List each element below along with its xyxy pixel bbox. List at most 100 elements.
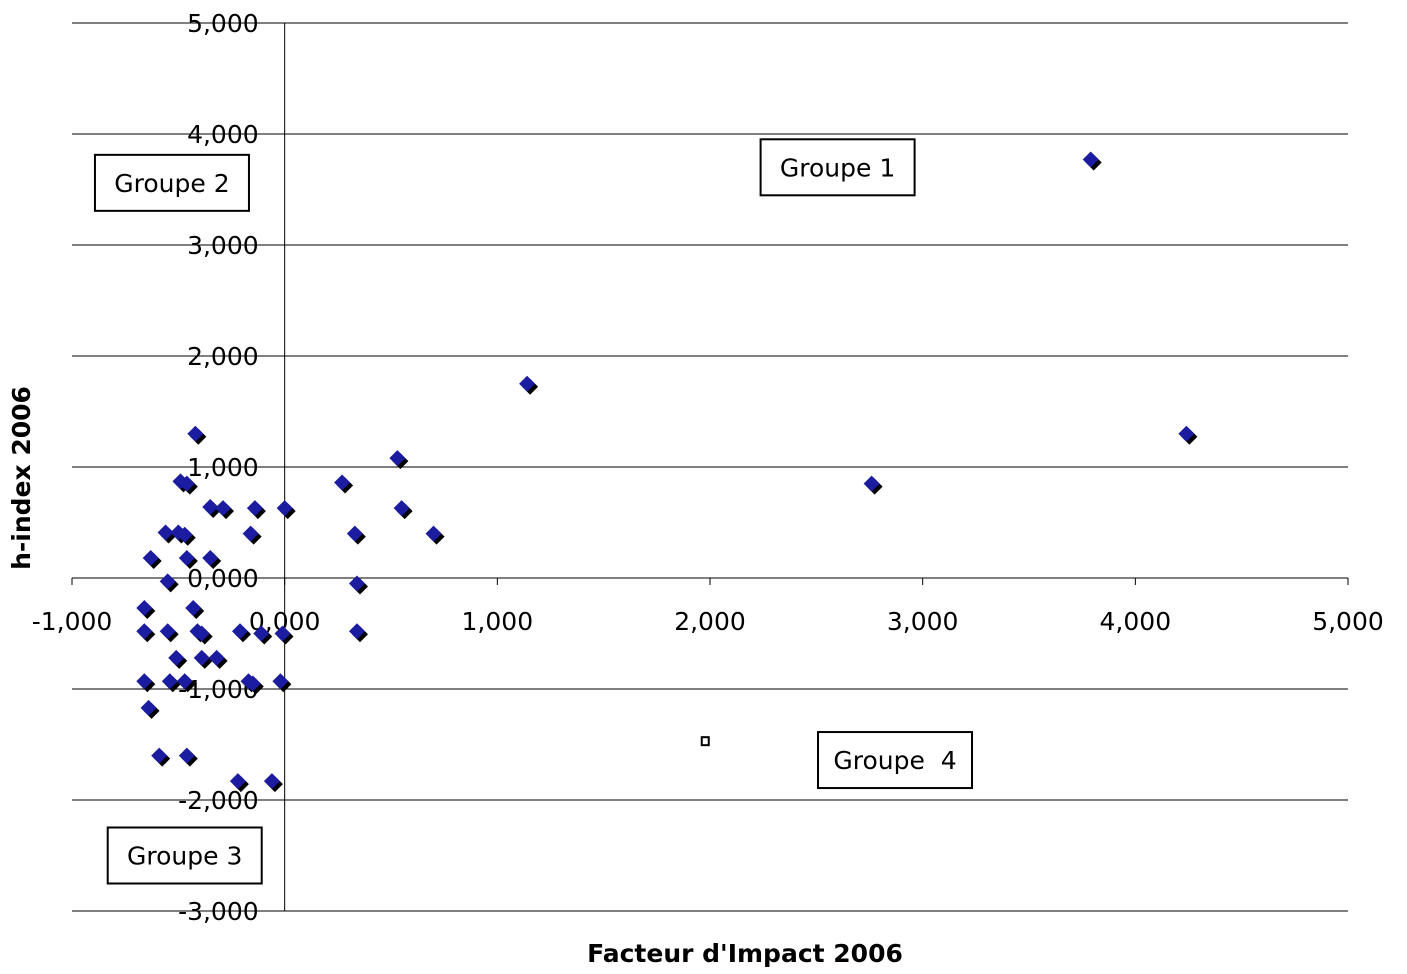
data-point-marker [1178, 425, 1195, 442]
axes [71, 22, 1349, 912]
group-label-box [93, 153, 250, 212]
data-point [276, 500, 296, 520]
data-point-marker [389, 450, 406, 467]
data-point [348, 623, 368, 643]
data-point [1082, 151, 1102, 171]
x-tick-label: -1,000 [32, 607, 113, 636]
x-tick-label: 5,000 [1312, 607, 1384, 636]
data-point [263, 773, 283, 793]
data-point [348, 575, 368, 595]
data-point-marker [348, 575, 365, 592]
group-label-box [817, 731, 974, 790]
data-point [244, 675, 264, 695]
data-point [185, 599, 205, 619]
outlier-point [700, 736, 710, 747]
data-point-marker [178, 747, 195, 764]
data-point [272, 673, 292, 693]
data-point-marker [136, 673, 153, 690]
data-point-marker [140, 699, 157, 716]
data-point-marker [244, 675, 261, 692]
data-point [389, 450, 409, 470]
data-point [214, 500, 234, 520]
x-tick-label: 2,000 [674, 607, 746, 636]
x-tick-label: 3,000 [887, 607, 959, 636]
data-point-marker [274, 625, 291, 642]
data-point-marker [161, 673, 178, 690]
data-point [863, 475, 883, 495]
data-point [142, 550, 162, 570]
data-point [346, 525, 366, 545]
data-point-marker [334, 474, 351, 491]
data-point-marker [242, 525, 259, 542]
data-point-marker [232, 623, 249, 640]
data-point [253, 625, 273, 645]
y-tick-label: 2,000 [187, 342, 259, 371]
data-point-marker [246, 500, 263, 517]
data-point-marker [272, 673, 289, 690]
group-label-text: Groupe 4 [833, 746, 956, 775]
data-point [232, 623, 252, 643]
group-label: Groupe 4 [817, 731, 974, 790]
data-point-marker [159, 623, 176, 640]
group-label: Groupe 1 [759, 138, 916, 197]
data-point [274, 625, 294, 645]
data-point [136, 623, 156, 643]
data-point [178, 475, 198, 495]
data-point-marker [229, 773, 246, 790]
data-point-marker [214, 500, 231, 517]
data-point [208, 649, 228, 669]
data-point-marker [185, 599, 202, 616]
y-tick-label: -2,000 [178, 786, 259, 815]
y-tick-labels: -3,000-2,000-1,0000,0001,0002,0003,0004,… [178, 9, 259, 926]
data-point-marker [159, 573, 176, 590]
data-point [519, 375, 539, 395]
data-point [159, 623, 179, 643]
data-point-marker [176, 673, 193, 690]
y-tick-label: 3,000 [187, 231, 259, 260]
data-point-marker [142, 550, 159, 567]
data-point [136, 673, 156, 693]
data-point-marker [136, 623, 153, 640]
y-tick-label: 0,000 [187, 564, 259, 593]
group-annotations: Groupe 1 Groupe 2 Groupe 3 Groupe 4 [93, 138, 974, 885]
data-point-marker [393, 500, 410, 517]
data-point-marker [276, 500, 293, 517]
group-label-text: Groupe 1 [780, 153, 895, 182]
y-axis-title: h-index 2006 [7, 386, 36, 570]
data-point [334, 474, 354, 494]
data-point [229, 773, 249, 793]
data-point-marker [157, 524, 174, 541]
data-point [168, 649, 188, 669]
data-point [1178, 425, 1198, 445]
data-points [136, 151, 1198, 793]
data-point [246, 500, 266, 520]
data-point-marker [151, 747, 168, 764]
data-point [161, 673, 181, 693]
data-point [136, 599, 156, 619]
data-point [151, 747, 171, 767]
x-tick-labels: -1,000 0,000 1,000 2,000 3,000 4,000 5,000 [32, 607, 1384, 636]
data-point [176, 526, 196, 546]
y-tick-label: 1,000 [187, 453, 259, 482]
y-tick-label: 5,000 [187, 9, 259, 38]
data-point-marker [346, 525, 363, 542]
data-point [193, 625, 213, 645]
group-label-box [106, 826, 263, 885]
data-point-marker [208, 649, 225, 666]
data-point [193, 649, 213, 669]
group-label-text: Groupe 3 [127, 842, 242, 871]
data-point-marker [1082, 151, 1099, 168]
data-point [178, 550, 198, 570]
data-point-marker [519, 375, 536, 392]
data-point-marker [863, 475, 880, 492]
data-point-marker [136, 599, 153, 616]
data-point [242, 525, 262, 545]
y-tick-label: 4,000 [187, 120, 259, 149]
group-label: Groupe 2 [93, 153, 250, 212]
data-point-marker [202, 498, 219, 515]
x-axis-title: Facteur d'Impact 2006 [587, 939, 903, 968]
data-point-marker [178, 475, 195, 492]
data-point [159, 573, 179, 593]
data-point-marker [178, 550, 195, 567]
